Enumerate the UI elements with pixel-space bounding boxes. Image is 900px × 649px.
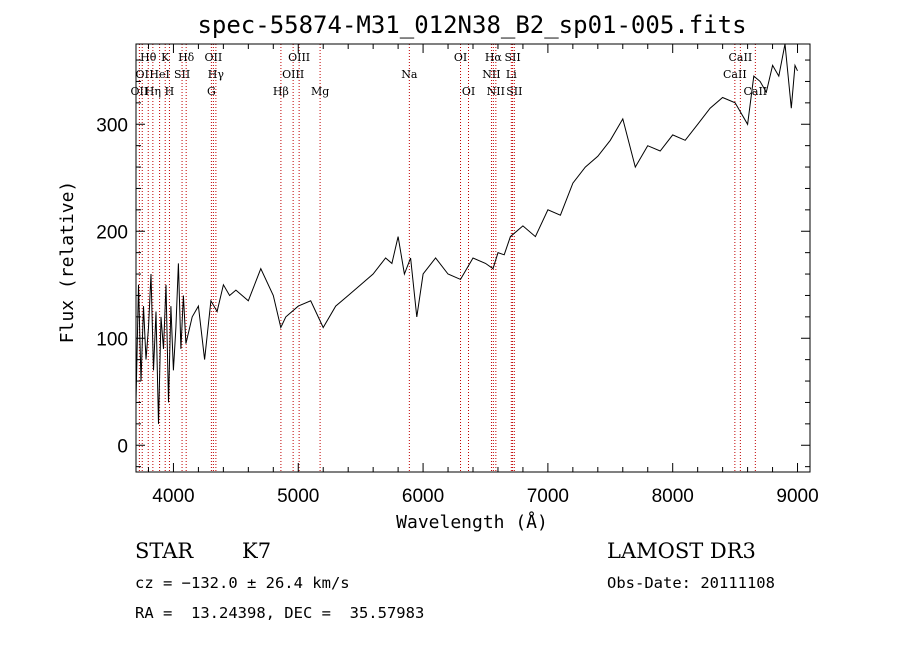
spectral-subclass: K7: [242, 539, 272, 563]
line-label: NII: [482, 68, 500, 81]
line-label: SII: [506, 85, 522, 98]
line-label: Hθ: [140, 51, 157, 64]
y-axis-title: Flux (relative): [57, 181, 78, 344]
line-label: HeI: [149, 68, 169, 81]
observation-date: Obs-Date: 20111108: [607, 574, 775, 592]
line-label: OI: [136, 68, 149, 81]
line-label: G: [207, 85, 216, 98]
line-label: Hα: [485, 51, 503, 64]
redshift-readout: cz = −132.0 ± 26.4 km/s: [135, 574, 350, 592]
y-tick-label: 0: [117, 436, 128, 457]
x-tick-label: 5000: [277, 486, 319, 507]
line-label: OI: [462, 85, 475, 98]
y-tick-label: 200: [96, 222, 128, 243]
line-label: CaII: [743, 85, 767, 98]
spectrum-series: [135, 43, 798, 424]
x-tick-label: 6000: [402, 486, 444, 507]
line-label: OII: [205, 51, 223, 64]
survey-name: LAMOST DR3: [607, 539, 756, 563]
x-tick-label: 9000: [776, 486, 818, 507]
chart-title: spec-55874-M31_012N38_B2_sp01-005.fits: [197, 11, 746, 39]
line-label: NII: [487, 85, 505, 98]
spectrum-line: [135, 43, 798, 424]
x-tick-label: 7000: [527, 486, 569, 507]
line-label: OII: [131, 85, 149, 98]
line-label: OIII: [288, 51, 310, 64]
coordinates-readout: RA = 13.24398, DEC = 35.57983: [135, 604, 425, 622]
object-class: STAR: [135, 539, 194, 563]
reference-lines: [138, 44, 756, 472]
line-label: Mg: [311, 85, 329, 98]
y-tick-label: 100: [96, 329, 128, 350]
line-label: CaII: [729, 51, 753, 64]
line-label: Hη: [145, 85, 161, 98]
line-label: Na: [401, 68, 418, 81]
line-label: H: [165, 85, 175, 98]
line-label: Hγ: [208, 68, 225, 81]
line-label: CaII: [723, 68, 747, 81]
y-tick-label: 300: [96, 115, 128, 136]
x-tick-label: 4000: [152, 486, 194, 507]
line-label: OIII: [282, 68, 304, 81]
x-axis-title: Wavelength (Å): [396, 511, 548, 533]
line-label: Hδ: [178, 51, 195, 64]
line-label: Hβ: [273, 85, 289, 98]
y-axis: 0 100 200 300: [96, 59, 810, 468]
line-label: SII: [504, 51, 520, 64]
line-label: SII: [174, 68, 190, 81]
line-label: OI: [454, 51, 467, 64]
line-label: K: [161, 51, 170, 64]
x-axis: 4000 5000 6000 7000 8000 9000: [147, 44, 819, 507]
x-tick-label: 8000: [652, 486, 694, 507]
line-label: Li: [506, 68, 517, 81]
